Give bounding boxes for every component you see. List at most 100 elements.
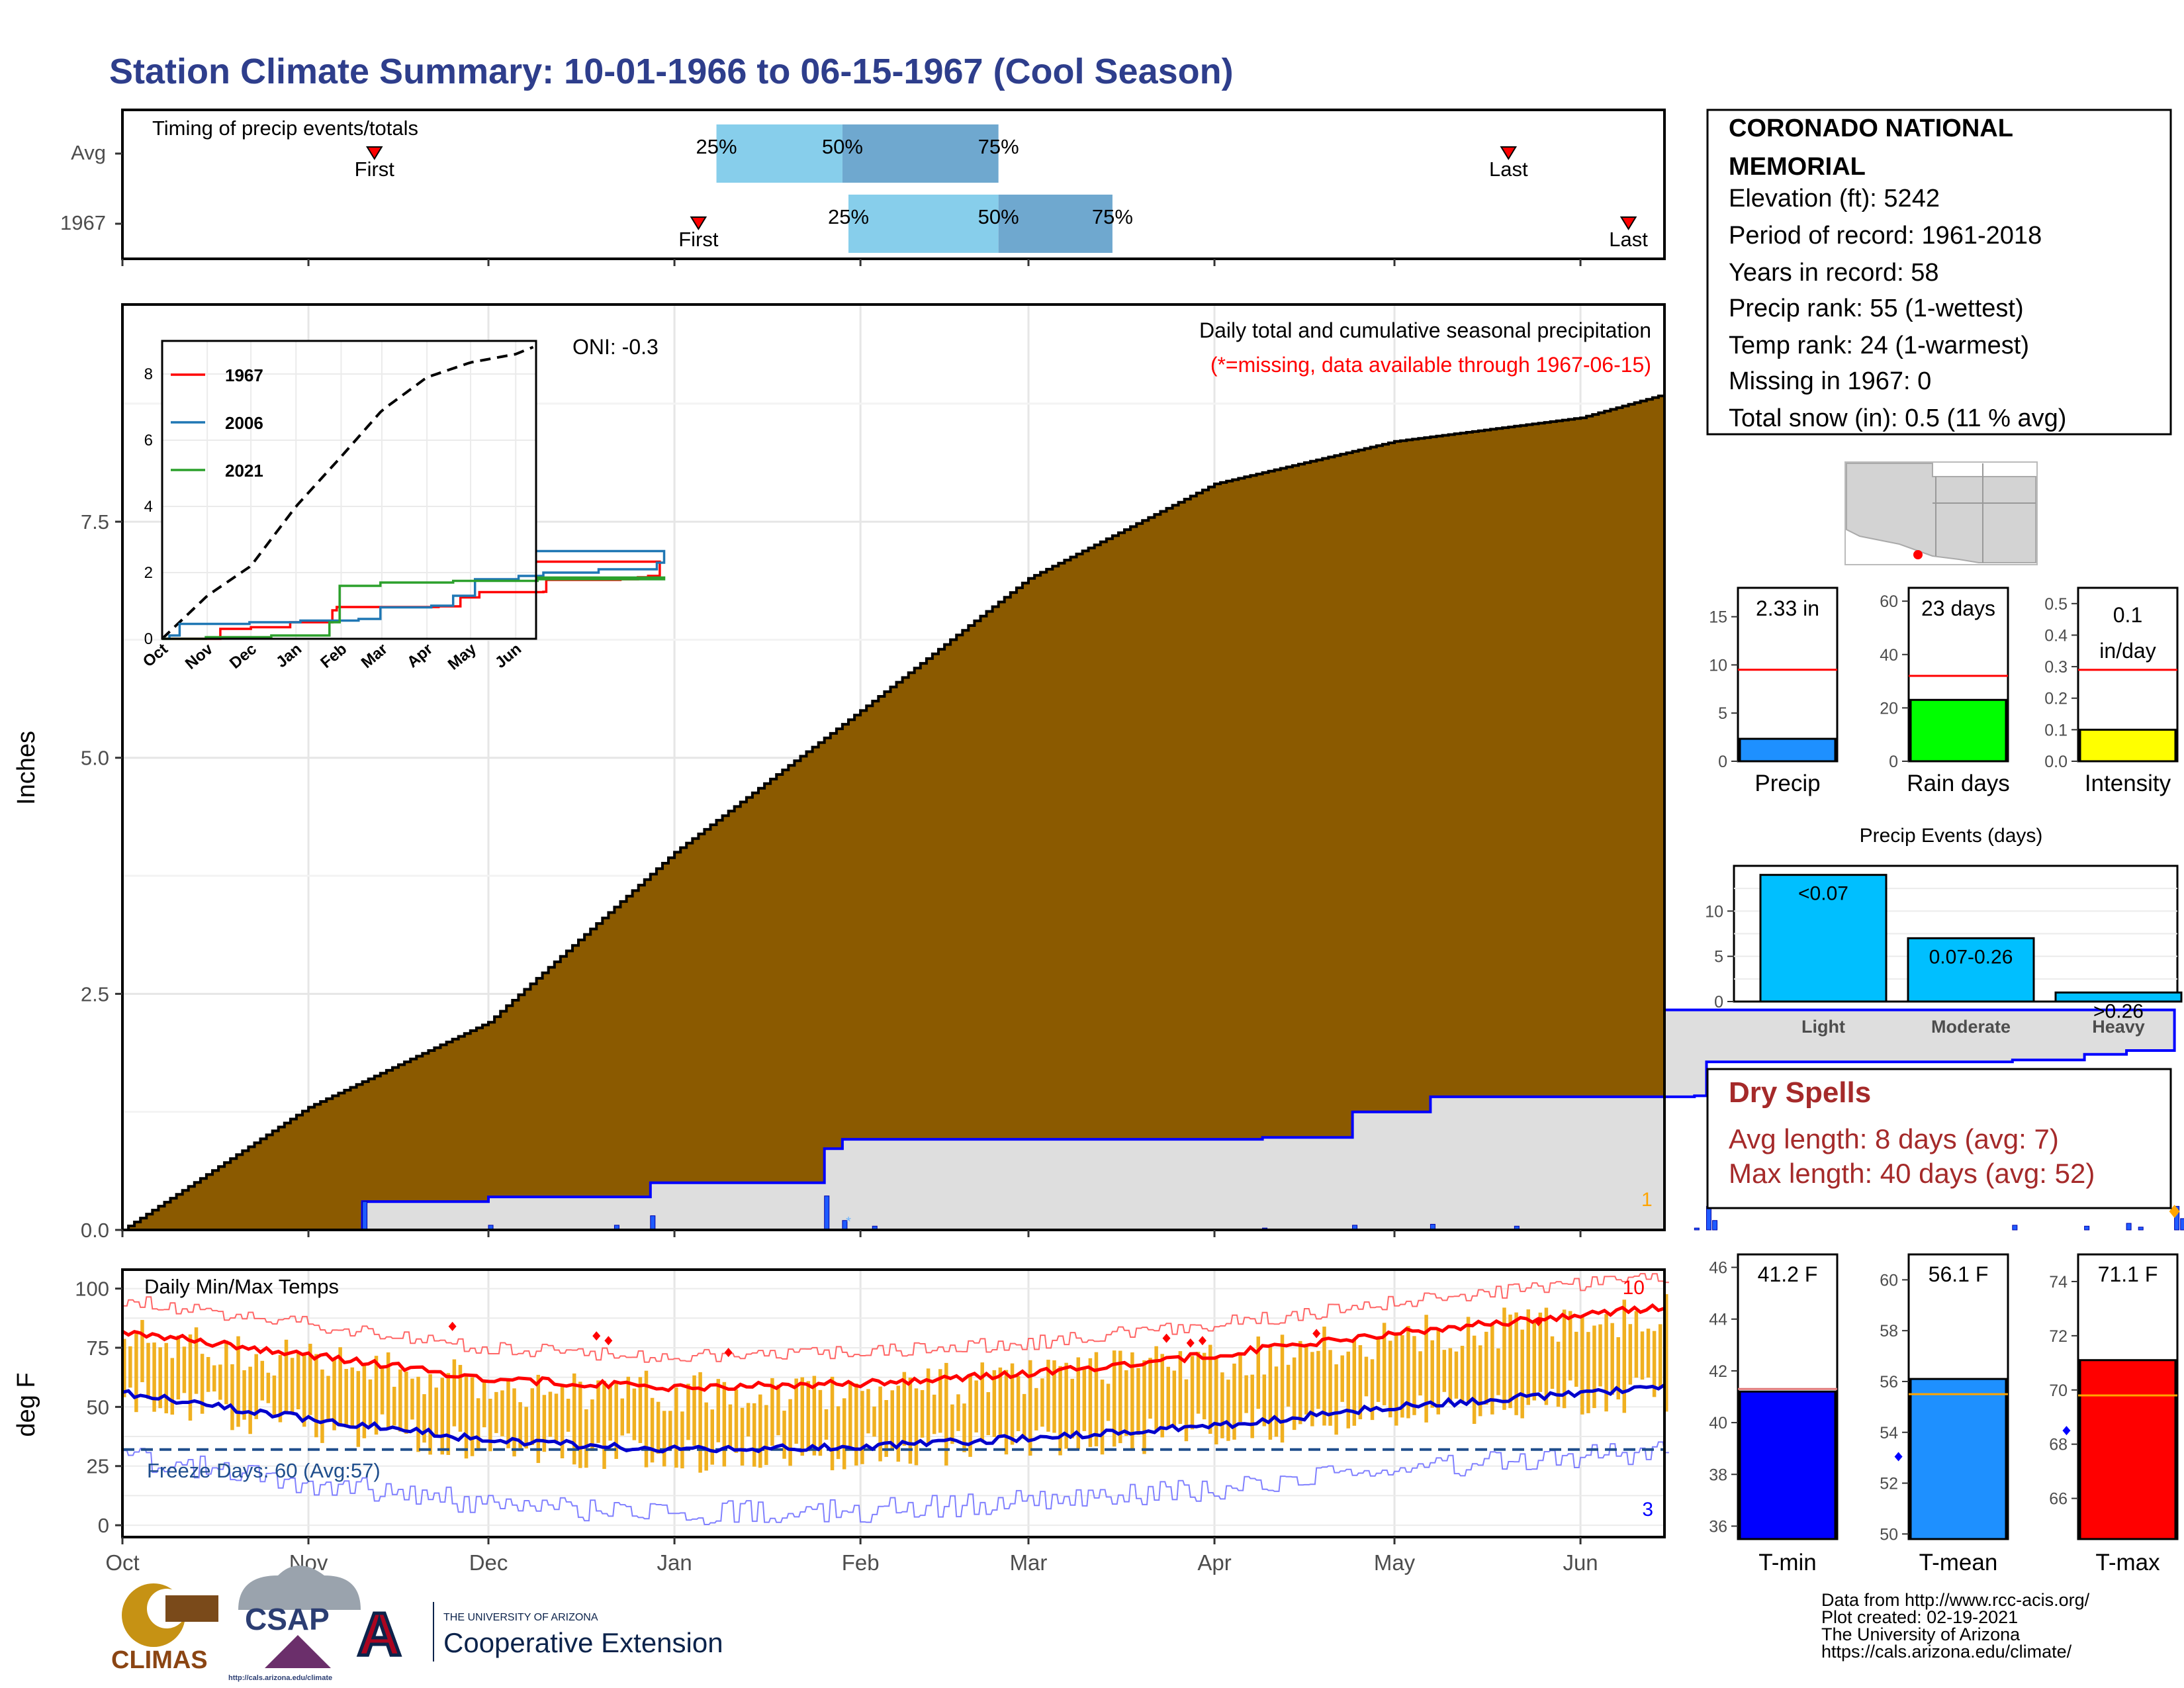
temp-num-top: 10 bbox=[1623, 1277, 1645, 1299]
intensity-chart-bar bbox=[2079, 728, 2177, 763]
intensity-chart-ytick-label: 0.0 bbox=[2044, 753, 2068, 771]
page-title: Station Climate Summary: 10-01-1966 to 0… bbox=[109, 52, 1234, 91]
temp-day-bar bbox=[1142, 1360, 1146, 1454]
snow-marker: * bbox=[846, 1215, 851, 1229]
tmin-chart: 36 38 40 42 44 46 41.2 F T-min bbox=[1709, 1253, 1839, 1575]
temp-day-bar bbox=[752, 1403, 756, 1467]
temp-day-bar bbox=[194, 1327, 199, 1394]
temp-ytick-label: 25 bbox=[87, 1455, 109, 1478]
temp-day-bar bbox=[512, 1388, 516, 1457]
inset-ytick-label: 0 bbox=[144, 630, 153, 648]
daily-precip-bar bbox=[2180, 1218, 2184, 1231]
temp-day-bar bbox=[614, 1382, 618, 1459]
temp-day-bar bbox=[776, 1384, 780, 1436]
tmin-chart-ytick-label: 38 bbox=[1709, 1466, 1727, 1484]
month-label: Jan bbox=[657, 1550, 692, 1575]
temp-day-bar bbox=[350, 1367, 355, 1427]
intensity-chart-ytick-label: 0.1 bbox=[2044, 721, 2068, 739]
temp-day-bar bbox=[722, 1382, 727, 1467]
temp-day-bar bbox=[1592, 1325, 1596, 1409]
temp-day-bar bbox=[926, 1368, 931, 1444]
temp-day-bar bbox=[476, 1398, 480, 1450]
credit-line-0: Data from http://www.rcc-acis.org/ bbox=[1821, 1590, 2090, 1610]
temp-day-bar bbox=[572, 1373, 576, 1465]
record-high-marker bbox=[1186, 1338, 1195, 1348]
temp-day-bar bbox=[1178, 1351, 1183, 1425]
temp-day-bar bbox=[1652, 1331, 1657, 1397]
inset-ytick-label: 6 bbox=[144, 432, 153, 449]
tmean-chart-ytick-label: 52 bbox=[1880, 1475, 1898, 1493]
temp-day-bar bbox=[554, 1393, 559, 1444]
month-label: Oct bbox=[105, 1550, 139, 1575]
temp-day-bar bbox=[980, 1362, 984, 1442]
temp-day-bar bbox=[122, 1338, 126, 1397]
temp-day-bar bbox=[566, 1399, 570, 1432]
temp-day-bar bbox=[1376, 1338, 1381, 1402]
events-bar-light bbox=[1759, 874, 1888, 1003]
precip-panel: * 0.0 2.5 5.0 7.5 Inches Daily total and cu… bbox=[13, 303, 2184, 1242]
timing-q50-q75-bar bbox=[842, 124, 999, 183]
csap-logo: CSAP http://cals.arizona.edu/climate bbox=[228, 1566, 361, 1682]
events-bar-label: >0.26 bbox=[2093, 1000, 2144, 1022]
temp-day-bar bbox=[1256, 1336, 1261, 1409]
precip-total-chart-label: Precip bbox=[1754, 771, 1820, 796]
temp-day-bar bbox=[998, 1367, 1003, 1435]
tmax-chart: 66 68 70 72 74 71.1 F T-max bbox=[2049, 1253, 2179, 1575]
temp-day-bar bbox=[650, 1397, 655, 1463]
temp-ytick-label: 0 bbox=[98, 1514, 109, 1537]
temp-day-bar bbox=[1088, 1358, 1093, 1447]
temp-day-bar bbox=[788, 1399, 792, 1466]
dry-spells-box: Dry Spells Avg length: 8 days (avg: 7) M… bbox=[1706, 1068, 2172, 1209]
temp-day-bar bbox=[1364, 1356, 1369, 1397]
events-ytick-label: 10 bbox=[1705, 902, 1723, 921]
temp-day-bar bbox=[848, 1381, 852, 1451]
info-line-7: Missing in 1967: 0 bbox=[1729, 367, 1931, 395]
daily-precip-bar bbox=[1712, 1220, 1718, 1231]
temp-day-bar bbox=[1268, 1346, 1273, 1440]
temp-day-bar bbox=[542, 1395, 547, 1452]
tmean-chart-label: T-mean bbox=[1919, 1550, 1998, 1575]
tmax-chart-ytick-label: 74 bbox=[2049, 1273, 2068, 1291]
tmin-chart-ytick-label: 42 bbox=[1709, 1362, 1727, 1381]
month-label: Apr bbox=[1197, 1550, 1231, 1575]
temp-day-bar bbox=[380, 1366, 385, 1415]
temp-day-bar bbox=[1598, 1324, 1602, 1387]
temp-day-bar bbox=[368, 1379, 373, 1426]
temp-day-bar bbox=[452, 1359, 457, 1427]
daily-precip-bar bbox=[2012, 1225, 2018, 1231]
events-category-label: Moderate bbox=[1931, 1017, 2011, 1037]
ua-line1: THE UNIVERSITY OF ARIZONA bbox=[443, 1612, 598, 1623]
temp-day-bar bbox=[1406, 1326, 1410, 1419]
temp-day-bar bbox=[698, 1372, 702, 1473]
temp-day-bar bbox=[956, 1394, 960, 1431]
temp-day-bar bbox=[590, 1399, 594, 1451]
temp-day-bar bbox=[944, 1362, 948, 1466]
temp-day-bar bbox=[140, 1320, 144, 1382]
temp-day-bar bbox=[830, 1376, 835, 1471]
timing-last-marker bbox=[1500, 146, 1518, 160]
temp-day-bar bbox=[1058, 1366, 1062, 1456]
temp-day-bar bbox=[740, 1407, 745, 1466]
intensity-chart-ytick-label: 0.5 bbox=[2044, 595, 2068, 614]
temp-day-bar bbox=[176, 1335, 181, 1400]
temp-day-bar bbox=[1226, 1380, 1230, 1441]
info-line-5: Precip rank: 55 (1-wettest) bbox=[1729, 295, 2024, 322]
record-high-marker bbox=[1534, 1317, 1543, 1327]
temp-day-bar bbox=[296, 1352, 300, 1410]
temp-day-bar bbox=[782, 1411, 786, 1459]
temp-day-bar bbox=[1304, 1344, 1308, 1415]
temp-day-bar bbox=[182, 1346, 187, 1393]
temp-day-bar bbox=[680, 1411, 684, 1469]
temp-day-bar bbox=[518, 1402, 522, 1448]
temp-day-bar bbox=[236, 1336, 240, 1427]
temp-day-bar bbox=[716, 1379, 721, 1442]
temp-day-bar bbox=[662, 1411, 666, 1467]
temp-day-bar bbox=[1580, 1315, 1584, 1415]
temp-day-bar bbox=[992, 1370, 997, 1437]
timing-row-1967-label: 1967 bbox=[60, 211, 106, 234]
temp-day-bar bbox=[1628, 1324, 1633, 1385]
temp-day-bar bbox=[962, 1403, 966, 1452]
rain-days-chart: 0 20 40 60 23 days Rain days bbox=[1880, 586, 2010, 796]
temp-day-bar bbox=[1526, 1309, 1530, 1405]
temp-day-bar bbox=[1184, 1379, 1189, 1442]
